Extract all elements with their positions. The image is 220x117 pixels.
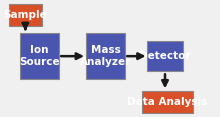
Text: Ion
Source: Ion Source [19,45,60,67]
FancyBboxPatch shape [20,33,59,79]
Text: Detector: Detector [139,51,191,61]
FancyBboxPatch shape [86,33,125,79]
Text: Data Analysis: Data Analysis [127,97,207,107]
Text: Sample: Sample [4,10,47,20]
FancyBboxPatch shape [142,91,192,113]
FancyBboxPatch shape [147,41,183,71]
FancyBboxPatch shape [9,4,42,26]
Text: Mass
Analyzer: Mass Analyzer [80,45,131,67]
